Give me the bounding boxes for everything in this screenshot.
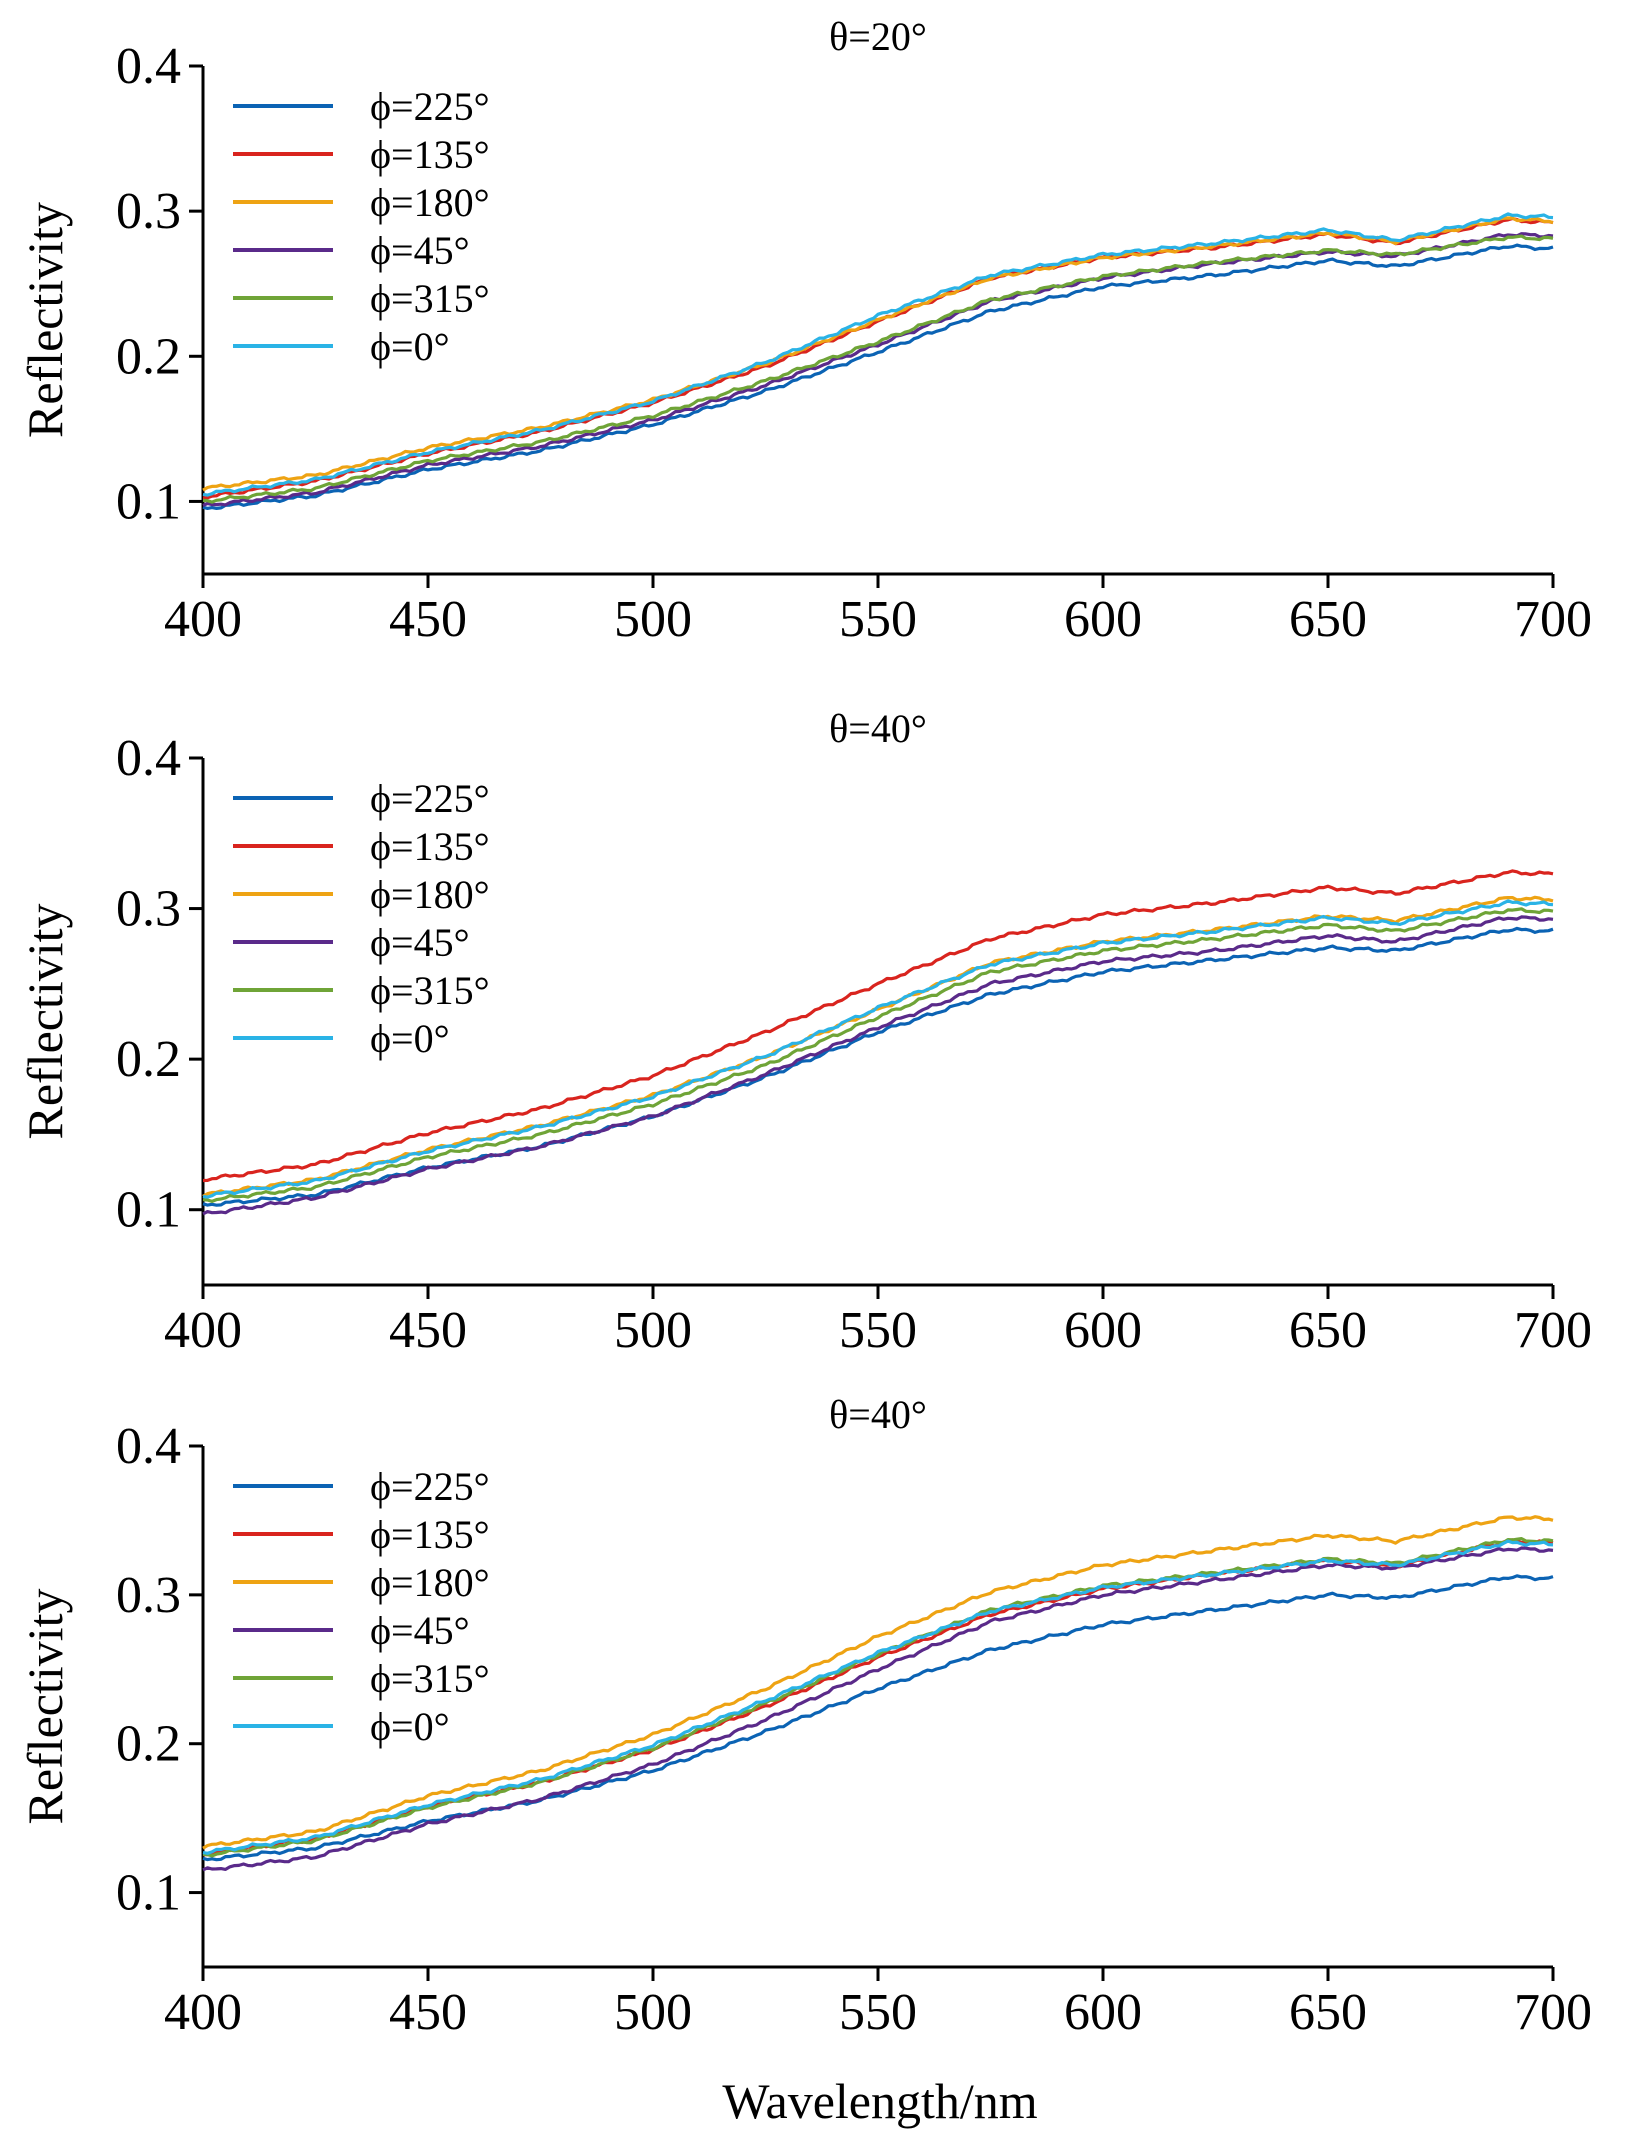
panel-theta-20: θ=20° 0.1 0.2 0.3 0.4 400 450 500 550 600 650 700 Re… [17, 14, 1592, 648]
series-line [202, 915, 1554, 1216]
legend-label: ϕ=135° [370, 132, 490, 177]
legend-label: ϕ=180° [370, 180, 490, 225]
x-tick-label: 600 [1064, 591, 1142, 648]
y-tick-label: 0.3 [116, 881, 181, 938]
x-tick-label: 450 [389, 1302, 467, 1359]
legend-label: ϕ=0° [370, 1016, 450, 1061]
y-tick-label: 0.1 [116, 473, 181, 530]
x-tick-label: 600 [1064, 1302, 1142, 1359]
x-tick-label: 650 [1289, 1302, 1367, 1359]
y-tick-label: 0.4 [116, 38, 181, 95]
x-tick-label: 500 [614, 1302, 692, 1359]
x-tick-label: 450 [389, 591, 467, 648]
series-line [202, 212, 1554, 497]
x-tick-label: 450 [389, 1984, 467, 2041]
y-tick-label: 0.2 [116, 328, 181, 385]
x-tick-label: 700 [1514, 591, 1592, 648]
y-tick-label: 0.4 [116, 730, 181, 787]
y-tick-label: 0.3 [116, 1567, 181, 1624]
x-tick-label: 400 [164, 1302, 242, 1359]
y-tick-label: 0.2 [116, 1031, 181, 1088]
series-line [202, 216, 1554, 492]
legend-label: ϕ=135° [370, 824, 490, 869]
x-tick-label: 400 [164, 1984, 242, 2041]
legend-label: ϕ=225° [370, 776, 490, 821]
legend-label: ϕ=135° [370, 1512, 490, 1557]
series-line [202, 907, 1554, 1204]
x-tick-label: 550 [839, 1302, 917, 1359]
y-tick-label: 0.1 [116, 1865, 181, 1922]
legend-label: ϕ=315° [370, 968, 490, 1013]
legend-label: ϕ=45° [370, 920, 470, 965]
y-axis-label: Reflectivity [17, 202, 73, 438]
legend-label: ϕ=0° [370, 1704, 450, 1749]
series-line [202, 899, 1554, 1199]
legend-label: ϕ=45° [370, 228, 470, 273]
x-tick-label: 700 [1514, 1984, 1592, 2041]
x-tick-label: 600 [1064, 1984, 1142, 2041]
legend-label: ϕ=225° [370, 1464, 490, 1509]
y-tick-label: 0.1 [116, 1182, 181, 1239]
x-tick-label: 400 [164, 591, 242, 648]
series-line [202, 234, 1554, 504]
x-tick-label: 550 [839, 591, 917, 648]
x-tick-label: 550 [839, 1984, 917, 2041]
legend-label: ϕ=315° [370, 276, 490, 321]
y-tick-label: 0.4 [116, 1418, 181, 1475]
x-tick-label: 650 [1289, 591, 1367, 648]
series-line [202, 1539, 1554, 1855]
y-tick-label: 0.3 [116, 183, 181, 240]
legend-label: ϕ=225° [370, 84, 490, 129]
x-axis-label: Wavelength/nm [722, 2073, 1037, 2129]
panel-theta-40-a: θ=40° 0.1 0.2 0.3 0.4 400 450 500 550 600 650 700 Re… [17, 706, 1592, 1359]
series-line [202, 243, 1554, 510]
legend-label: ϕ=315° [370, 1656, 490, 1701]
chart-title: θ=40° [829, 706, 927, 751]
x-tick-label: 700 [1514, 1302, 1592, 1359]
y-axis-label: Reflectivity [17, 1588, 73, 1824]
y-tick-label: 0.2 [116, 1716, 181, 1773]
chart-title: θ=20° [829, 14, 927, 59]
x-tick-label: 500 [614, 1984, 692, 2041]
series-line [202, 1546, 1554, 1872]
x-tick-label: 650 [1289, 1984, 1367, 2041]
legend-label: ϕ=45° [370, 1608, 470, 1653]
panel-theta-40-b: θ=40° 0.1 0.2 0.3 0.4 400 450 500 550 600 650 700 Re… [17, 1392, 1592, 2041]
series-line [202, 1515, 1554, 1850]
legend-label: ϕ=180° [370, 872, 490, 917]
series-line [202, 895, 1554, 1198]
y-axis-label: Reflectivity [17, 903, 73, 1139]
chart-title: θ=40° [829, 1392, 927, 1437]
x-tick-label: 500 [614, 591, 692, 648]
series-line [202, 232, 1554, 507]
series-line [202, 869, 1554, 1183]
legend-label: ϕ=0° [370, 324, 450, 369]
legend-label: ϕ=180° [370, 1560, 490, 1605]
